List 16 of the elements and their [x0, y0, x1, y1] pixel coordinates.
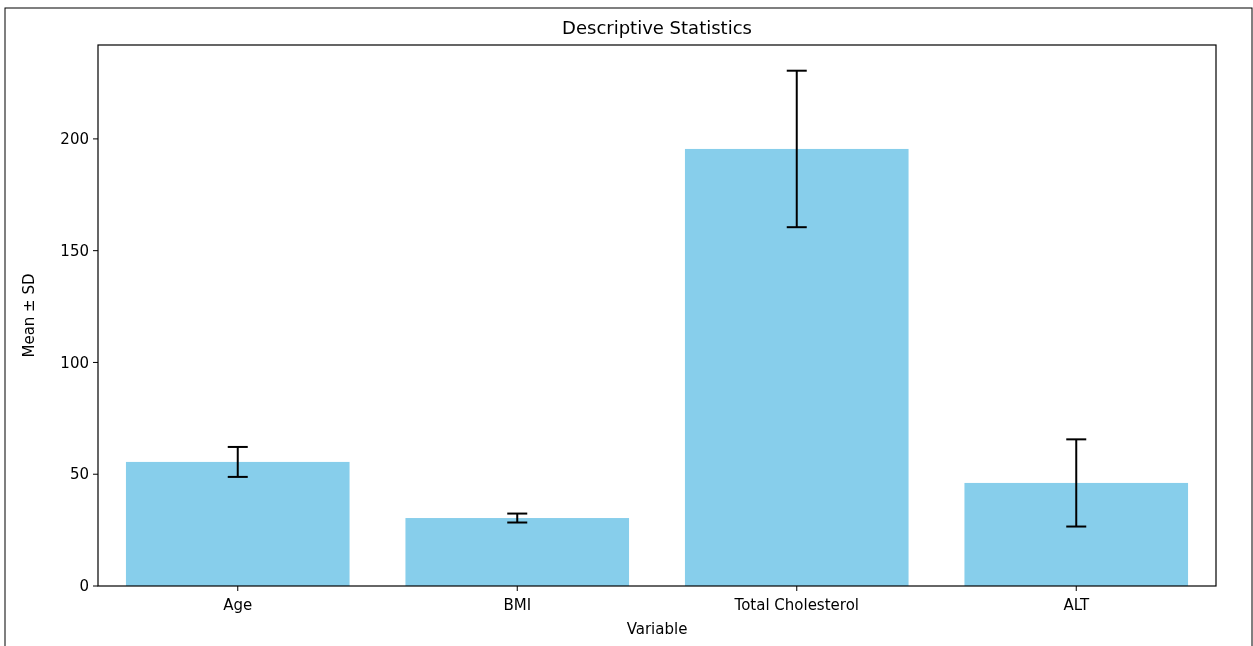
bar: [125, 461, 350, 586]
x-tick-label: ALT: [1063, 596, 1090, 614]
x-tick-label: Total Cholesterol: [733, 596, 859, 614]
x-axis-title: Variable: [626, 620, 688, 638]
y-tick-label: 200: [60, 130, 89, 149]
bar: [964, 482, 1189, 586]
y-tick-label: 50: [69, 465, 89, 484]
x-tick-label: Age: [223, 596, 253, 614]
y-tick-label: 100: [60, 353, 89, 372]
y-tick-label: 0: [79, 577, 89, 596]
y-tick-label: 150: [60, 241, 89, 260]
x-tick-label: BMI: [503, 596, 532, 614]
chart-title: Descriptive Statistics: [562, 17, 752, 38]
y-axis-title: Mean ± SD: [20, 273, 38, 358]
bar: [684, 148, 909, 586]
bar: [405, 518, 630, 586]
